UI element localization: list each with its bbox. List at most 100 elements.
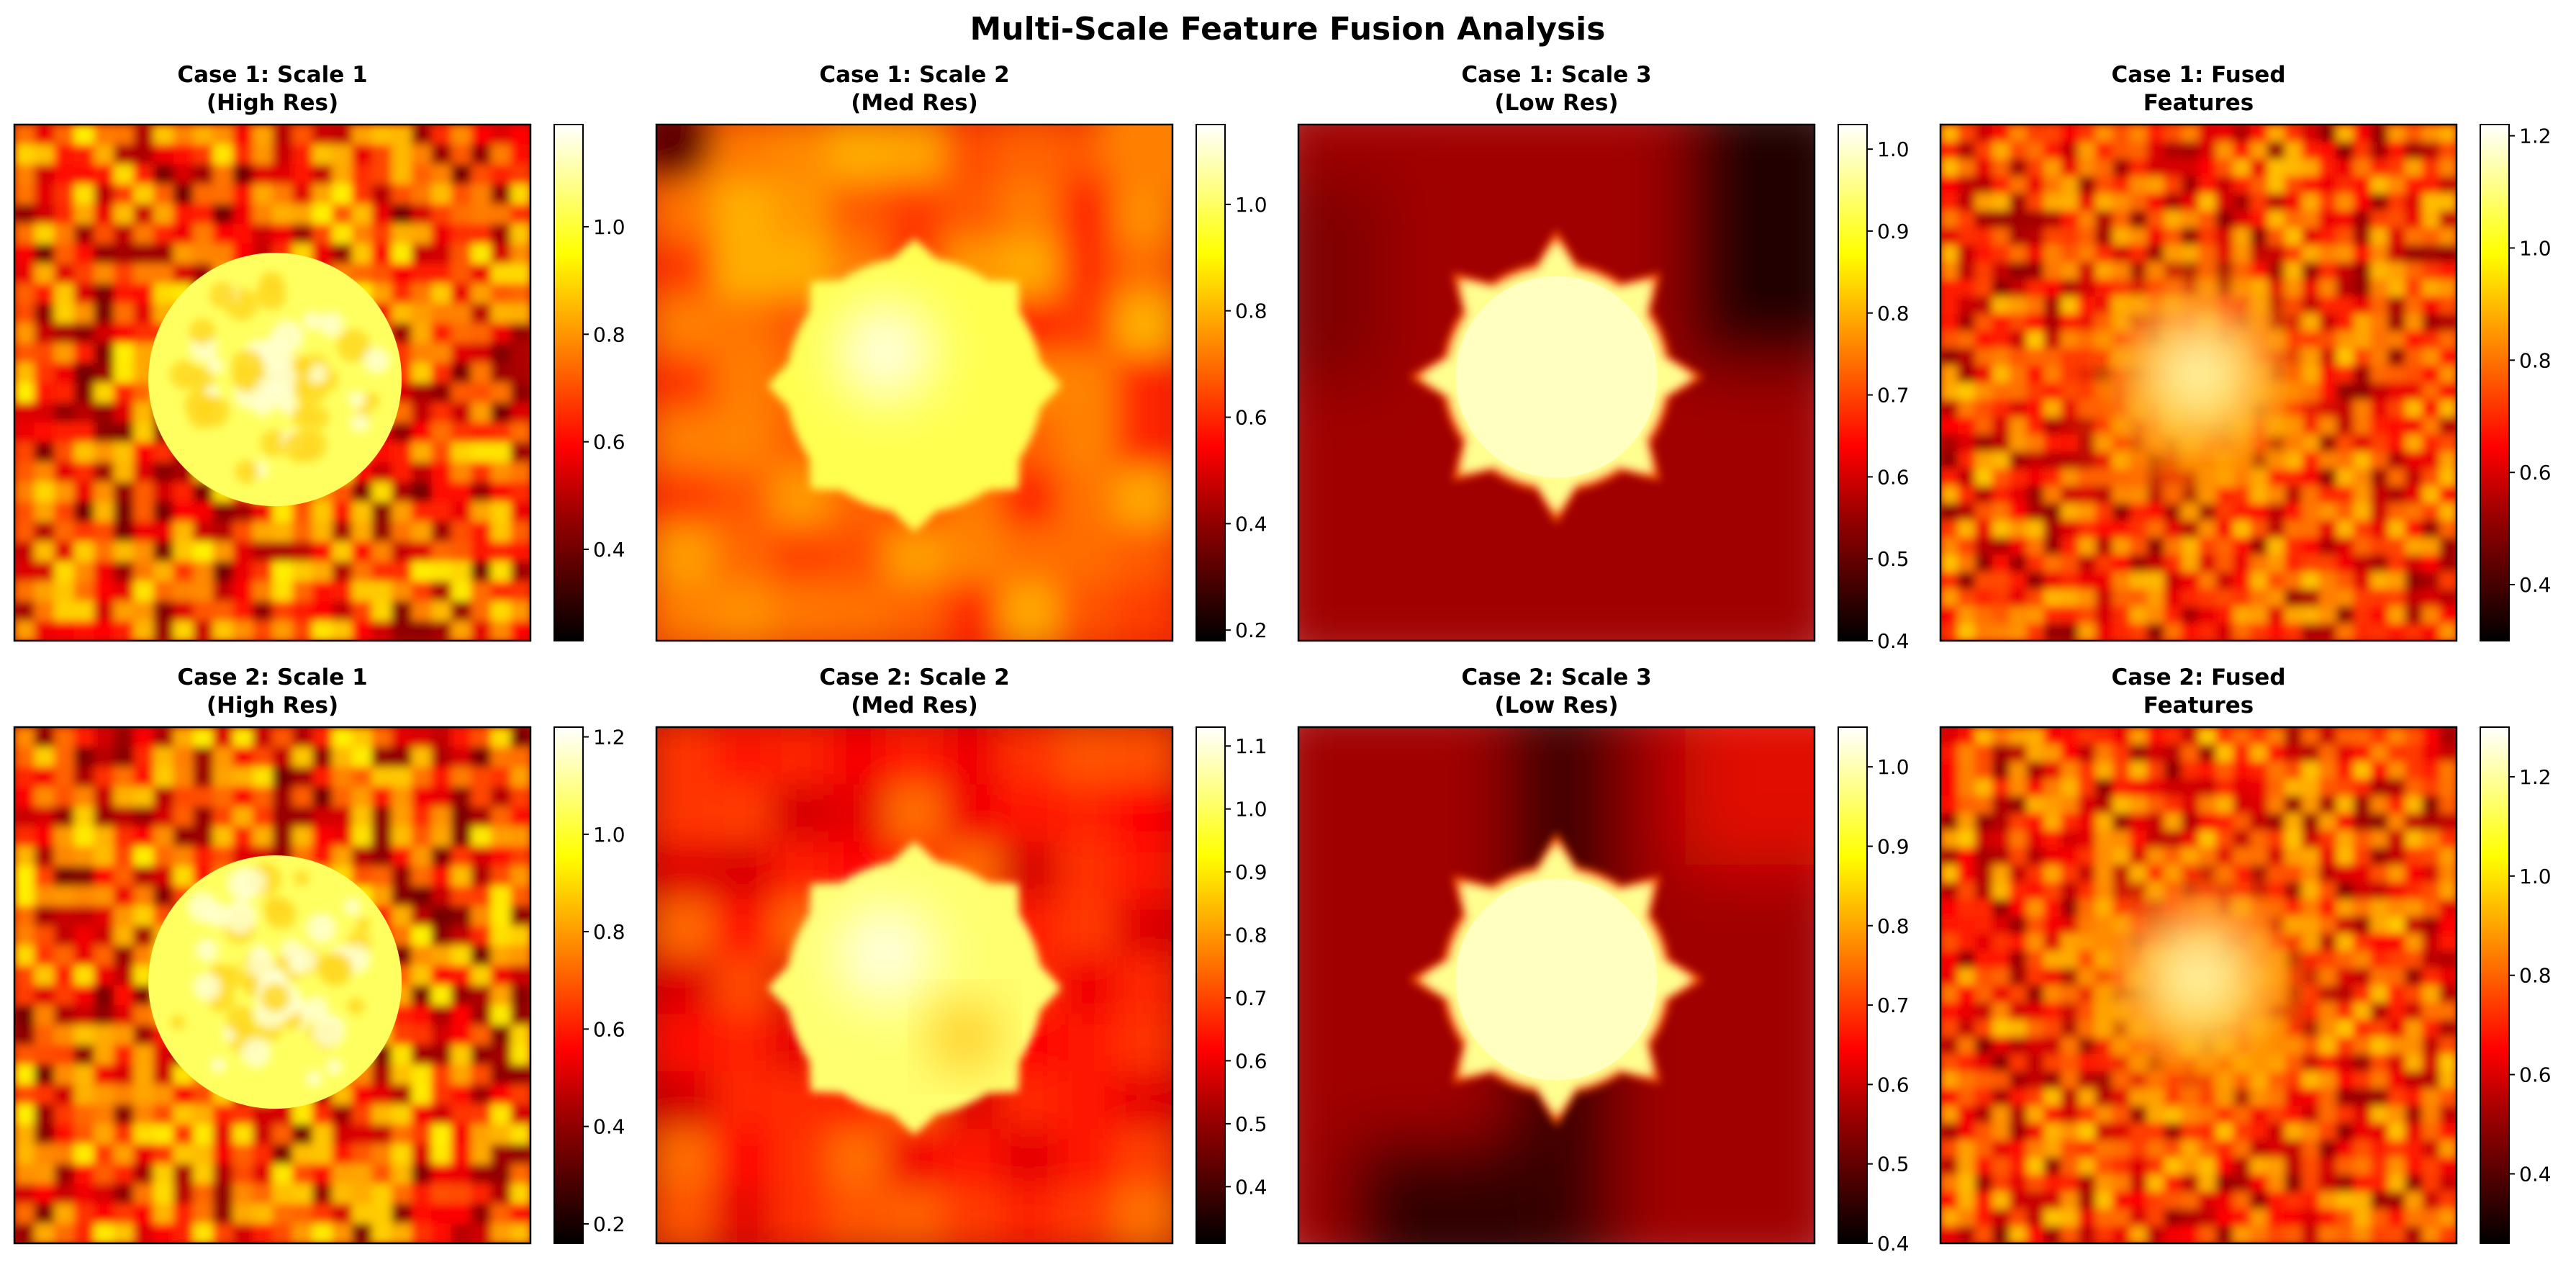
- colorbar-tick-label: 1.0: [1877, 755, 1910, 779]
- colorbar-tick-label: 0.4: [2519, 573, 2552, 597]
- colorbar-tick-label: 0.9: [1877, 834, 1910, 858]
- heatmap-frame: [1297, 726, 1816, 1245]
- colorbar: 0.2 0.4 0.6 0.8 1.0: [1196, 124, 1267, 642]
- colorbar-tick-label: 0.4: [1235, 512, 1267, 536]
- colorbar-tick-label: 0.6: [1877, 1073, 1910, 1096]
- panel-title-line1: Case 2: Scale 2: [819, 664, 1009, 690]
- heatmap-frame: [655, 726, 1174, 1245]
- colorbar-gradient: [1838, 124, 1868, 641]
- colorbar-tick-label: 0.8: [593, 323, 625, 346]
- colorbar-tick-label: 0.6: [593, 431, 625, 454]
- colorbar-tick-label: 0.9: [1235, 860, 1267, 884]
- colorbar-tick-label: 0.5: [1235, 1112, 1267, 1136]
- heatmap-frame: [655, 123, 1174, 642]
- heatmap-frame: [1297, 123, 1816, 642]
- colorbar: 0.4 0.5 0.6 0.7 0.8 0.9 1.0 1.1: [1196, 726, 1267, 1244]
- heatmap-image: [656, 125, 1172, 641]
- colorbar-tick-label: 1.0: [1235, 798, 1267, 821]
- colorbar-tick-label: 0.8: [1877, 302, 1910, 325]
- colorbar-tick-label: 1.0: [593, 215, 625, 239]
- heatmap-image: [1298, 125, 1815, 641]
- panel-case1-high: Case 1: Scale 1(High Res) 0.4 0.6 0.8 1.0: [13, 62, 625, 642]
- colorbar-tick-label: 0.4: [2519, 1162, 2552, 1186]
- colorbar-tick-label: 0.6: [1235, 406, 1267, 430]
- panel-title-line2: (Low Res): [1494, 693, 1618, 718]
- colorbar-tick-label: 0.4: [1877, 629, 1910, 653]
- colorbar-tick-label: 0.6: [2519, 461, 2552, 485]
- colorbar-tick-label: 1.2: [2519, 125, 2552, 148]
- colorbar-gradient: [1838, 726, 1868, 1244]
- panel-title-line1: Case 2: Scale 3: [1461, 664, 1651, 690]
- panel-title-line2: Features: [2143, 693, 2254, 718]
- colorbar-tick-label: 1.2: [2519, 765, 2552, 789]
- heatmap-frame: [13, 123, 532, 642]
- colorbar-tick-label: 1.0: [2519, 865, 2552, 888]
- colorbar-tick-label: 0.4: [593, 538, 625, 562]
- panel-title-line2: (Low Res): [1494, 90, 1618, 116]
- colorbar: 0.4 0.6 0.8 1.0 1.2: [2480, 124, 2552, 641]
- panel-title-line1: Case 1: Scale 1: [177, 62, 367, 88]
- colorbar-tick-label: 0.6: [1877, 465, 1910, 489]
- panel-title-line2: (Med Res): [851, 693, 978, 718]
- colorbar-tick-label: 0.7: [1877, 994, 1910, 1017]
- colorbar-tick-label: 1.0: [593, 823, 625, 847]
- panel-title-line1: Case 1: Scale 2: [819, 62, 1009, 88]
- colorbar-tick-label: 0.6: [1235, 1049, 1267, 1073]
- panel-title-line1: Case 2: Scale 1: [177, 664, 367, 690]
- colorbar-gradient: [553, 124, 584, 641]
- panel-title-line2: (Med Res): [851, 90, 978, 116]
- colorbar: 0.2 0.4 0.6 0.8 1.0 1.2: [553, 726, 625, 1244]
- panel-title-line1: Case 2: Fused: [2111, 664, 2285, 690]
- colorbar-gradient: [553, 726, 584, 1244]
- panel-case2-fused: Case 2: Fused Features 0.4 0.6 0.8 1.0 1.2: [1939, 664, 2552, 1245]
- heatmap-frame: [1939, 123, 2458, 642]
- panel-title-line1: Case 1: Fused: [2111, 62, 2285, 88]
- colorbar-tick-label: 0.7: [1235, 986, 1267, 1010]
- figure-title: Multi-Scale Feature Fusion Analysis: [970, 11, 1606, 48]
- colorbar-tick-label: 1.1: [1235, 734, 1267, 758]
- colorbar: 0.4 0.5 0.6 0.7 0.8 0.9 1.0: [1838, 124, 1910, 653]
- colorbar-tick-label: 0.7: [1877, 384, 1910, 407]
- colorbar-gradient: [2480, 124, 2510, 641]
- colorbar-tick-label: 0.2: [1235, 618, 1267, 642]
- colorbar-tick-label: 0.2: [593, 1212, 625, 1236]
- colorbar-tick-label: 0.8: [1235, 299, 1267, 323]
- colorbar-tick-label: 1.0: [1235, 193, 1267, 217]
- colorbar-tick-label: 0.9: [1877, 220, 1910, 243]
- heatmap-image: [1940, 727, 2457, 1243]
- colorbar-tick-label: 0.6: [593, 1017, 625, 1041]
- panel-title-line2: (High Res): [207, 693, 338, 718]
- heatmap-image: [1940, 125, 2457, 641]
- panel-case2-low: Case 2: Scale 3(Low Res)0.40.50.60.70.80…: [1297, 664, 1910, 1256]
- colorbar-tick-label: 0.8: [2519, 964, 2552, 988]
- heatmap-image: [1298, 727, 1815, 1243]
- colorbar-tick-label: 0.5: [1877, 1153, 1910, 1176]
- panel-title-line1: Case 1: Scale 3: [1461, 62, 1651, 88]
- colorbar-tick-label: 1.0: [2519, 236, 2552, 260]
- colorbar-gradient: [1196, 726, 1226, 1244]
- panel-case2-high: Case 2: Scale 1 (High Res) 0.2 0.4 0.6 0.8 1.0…: [13, 664, 625, 1245]
- panel-case1-med: Case 1: Scale 2(Med Res) 0.2 0.4 0.6 0.8 1.0: [655, 62, 1267, 642]
- panel-case2-med: Case 2: Scale 2(Med Res)0.40.50.60.70.80…: [655, 664, 1267, 1245]
- colorbar: 0.4 0.6 0.8 1.0: [553, 124, 625, 641]
- colorbar: 0.4 0.5 0.6 0.7 0.8 0.9 1.0: [1838, 726, 1910, 1256]
- panel-title-line2: Features: [2143, 90, 2254, 116]
- heatmap-image: [14, 727, 530, 1243]
- colorbar-tick-label: 0.8: [1235, 924, 1267, 947]
- colorbar-tick-label: 0.4: [1235, 1175, 1267, 1199]
- heatmap-image: [14, 125, 530, 641]
- colorbar-tick-label: 0.8: [2519, 348, 2552, 372]
- colorbar-tick-label: 0.5: [1877, 547, 1910, 571]
- panel-case1-low: Case 1: Scale 3(Low Res)0.40.50.60.70.80…: [1297, 62, 1910, 653]
- heatmap-frame: [1939, 726, 2458, 1245]
- colorbar-tick-label: 0.8: [1877, 914, 1910, 938]
- heatmap-frame: [13, 726, 532, 1245]
- colorbar-tick-label: 0.6: [2519, 1063, 2552, 1087]
- panel-grid: Case 1: Scale 1(High Res)0.40.60.81.0Cas…: [13, 62, 2552, 1256]
- heatmap-image: [656, 727, 1172, 1243]
- colorbar-tick-label: 0.4: [1877, 1232, 1910, 1256]
- colorbar-tick-label: 1.0: [1877, 138, 1910, 161]
- colorbar-tick-label: 0.4: [593, 1115, 625, 1139]
- colorbar-gradient: [2480, 726, 2510, 1244]
